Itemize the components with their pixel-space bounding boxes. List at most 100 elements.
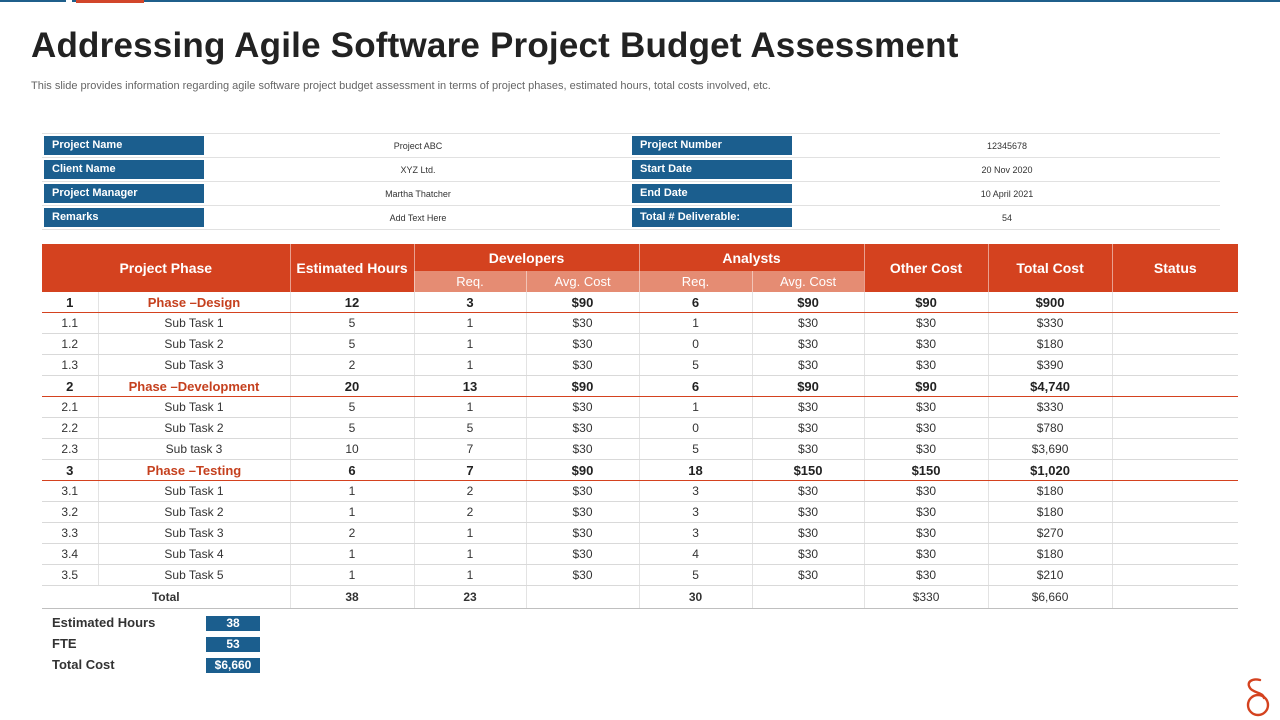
row-total-cost: $180 <box>987 543 1113 565</box>
info-value: 54 <box>794 205 1220 230</box>
row-number: 3.5 <box>42 564 98 586</box>
table-row: 3.2 Sub Task 2 1 2 $30 3 $30 $30 $180 <box>42 501 1239 523</box>
row-analyst-req: 0 <box>638 333 753 355</box>
row-name: Sub Task 1 <box>97 396 291 418</box>
row-name: Sub Task 3 <box>97 354 291 376</box>
top-border-line <box>0 0 1280 2</box>
row-analyst-req: 6 <box>638 292 753 313</box>
row-hours: 1 <box>289 480 415 502</box>
row-total-cost: $210 <box>987 564 1113 586</box>
row-name: Sub Task 2 <box>97 333 291 355</box>
row-analyst-avg: $30 <box>751 417 865 439</box>
row-dev-avg: $30 <box>525 480 640 502</box>
header-analyst-avg-cost: Avg. Cost <box>751 271 865 292</box>
row-dev-avg: $30 <box>525 522 640 544</box>
table-row: 1.3 Sub Task 3 2 1 $30 5 $30 $30 $390 <box>42 354 1239 376</box>
info-row: Project Name Project ABC Project Number … <box>42 133 1220 158</box>
row-dev-avg: $30 <box>525 312 640 334</box>
table-row: 3.4 Sub Task 4 1 1 $30 4 $30 $30 $180 <box>42 543 1239 565</box>
row-total-cost: $330 <box>987 312 1113 334</box>
row-number: 3.1 <box>42 480 98 502</box>
table-row: 3.3 Sub Task 3 2 1 $30 3 $30 $30 $270 <box>42 522 1239 544</box>
row-dev-avg: $90 <box>525 459 640 481</box>
row-other-cost: $30 <box>863 564 989 586</box>
row-number: 3 <box>42 459 98 481</box>
info-value: Martha Thatcher <box>206 181 630 206</box>
phase-row: 3 Phase –Testing 6 7 $90 18 $150 $150 $1,020 <box>42 459 1239 481</box>
info-row: Remarks Add Text Here Total # Deliverabl… <box>42 205 1220 230</box>
row-hours: 1 <box>289 564 415 586</box>
row-name: Phase –Development <box>97 375 291 397</box>
page-subtitle: This slide provides information regardin… <box>31 80 771 92</box>
row-other-cost: $30 <box>863 396 989 418</box>
row-status <box>1111 564 1239 586</box>
header-analysts: Analysts <box>638 244 865 271</box>
info-row: Client Name XYZ Ltd. Start Date 20 Nov 2… <box>42 157 1220 182</box>
row-dev-avg: $90 <box>525 292 640 313</box>
row-status <box>1111 396 1239 418</box>
row-name: Sub task 3 <box>97 438 291 460</box>
row-dev-avg: $30 <box>525 501 640 523</box>
project-info-table: Project Name Project ABC Project Number … <box>42 133 1220 230</box>
row-status <box>1111 354 1239 376</box>
header-developers: Developers <box>413 244 640 271</box>
row-analyst-avg: $30 <box>751 333 865 355</box>
row-dev-req: 3 <box>413 292 527 313</box>
total-hours: 38 <box>289 585 415 609</box>
row-analyst-avg: $90 <box>751 292 865 313</box>
row-other-cost: $30 <box>863 354 989 376</box>
budget-table-body: 1 Phase –Design 12 3 $90 6 $90 $90 $900 1.1 Sub Ta… <box>42 292 1239 586</box>
row-dev-avg: $30 <box>525 438 640 460</box>
row-analyst-req: 1 <box>638 396 753 418</box>
total-dev-req: 23 <box>413 585 527 609</box>
row-status <box>1111 501 1239 523</box>
row-number: 3.2 <box>42 501 98 523</box>
summary-row: FTE 53 <box>52 634 272 655</box>
row-status <box>1111 333 1239 355</box>
row-name: Sub Task 2 <box>97 501 291 523</box>
row-hours: 20 <box>289 375 415 397</box>
row-analyst-avg: $30 <box>751 438 865 460</box>
header-analyst-req: Req. <box>638 271 753 292</box>
row-number: 1.3 <box>42 354 98 376</box>
row-number: 3.4 <box>42 543 98 565</box>
row-analyst-avg: $30 <box>751 396 865 418</box>
info-value: XYZ Ltd. <box>206 157 630 182</box>
summary-label: FTE <box>52 636 77 651</box>
row-other-cost: $30 <box>863 480 989 502</box>
info-value: 12345678 <box>794 133 1220 158</box>
row-total-cost: $180 <box>987 501 1113 523</box>
row-name: Sub Task 2 <box>97 417 291 439</box>
row-other-cost: $30 <box>863 543 989 565</box>
header-total-cost: Total Cost <box>987 244 1113 292</box>
table-row: 2.3 Sub task 3 10 7 $30 5 $30 $30 $3,690 <box>42 438 1239 460</box>
row-analyst-req: 0 <box>638 417 753 439</box>
row-name: Sub Task 1 <box>97 312 291 334</box>
info-label: Remarks <box>42 205 206 230</box>
row-status <box>1111 375 1239 397</box>
row-analyst-req: 6 <box>638 375 753 397</box>
table-row: 3.5 Sub Task 5 1 1 $30 5 $30 $30 $210 <box>42 564 1239 586</box>
total-label: Total <box>42 585 291 609</box>
row-status <box>1111 543 1239 565</box>
table-row: 2.1 Sub Task 1 5 1 $30 1 $30 $30 $330 <box>42 396 1239 418</box>
row-analyst-req: 1 <box>638 312 753 334</box>
info-label: Project Name <box>42 133 206 158</box>
info-label: Start Date <box>630 157 794 182</box>
row-total-cost: $900 <box>987 292 1113 313</box>
row-name: Sub Task 3 <box>97 522 291 544</box>
row-analyst-req: 5 <box>638 354 753 376</box>
row-dev-req: 1 <box>413 564 527 586</box>
info-label: Project Number <box>630 133 794 158</box>
page-title: Addressing Agile Software Project Budget… <box>31 26 959 65</box>
total-row: Total 38 23 30 $330 $6,660 <box>42 585 1239 609</box>
row-status <box>1111 417 1239 439</box>
top-accent-bar <box>76 0 144 3</box>
row-total-cost: $270 <box>987 522 1113 544</box>
row-total-cost: $1,020 <box>987 459 1113 481</box>
row-number: 1 <box>42 292 98 313</box>
row-other-cost: $30 <box>863 501 989 523</box>
row-dev-avg: $30 <box>525 564 640 586</box>
row-hours: 5 <box>289 312 415 334</box>
row-dev-avg: $90 <box>525 375 640 397</box>
